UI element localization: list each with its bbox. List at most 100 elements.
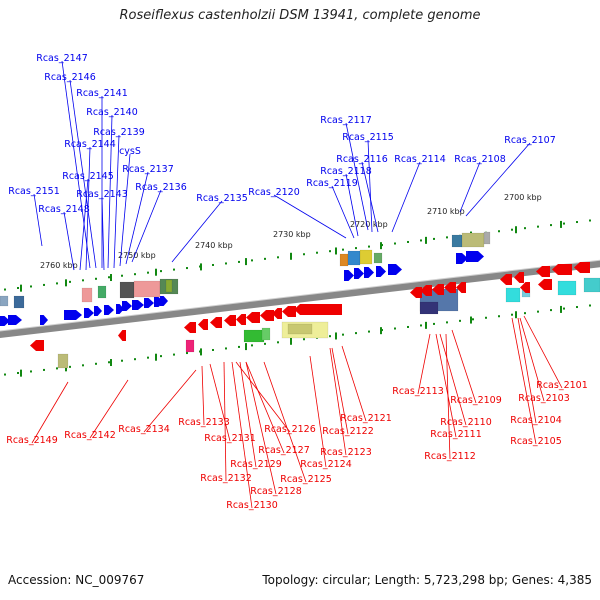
- feature-block: [262, 328, 270, 340]
- feature-block: [348, 251, 360, 265]
- reverse-gene-arrow: [260, 310, 274, 321]
- feature-block: [98, 286, 106, 298]
- forward-gene-label: Rcas_2117: [320, 115, 372, 126]
- reverse-gene-label: Rcas_2124: [300, 459, 352, 470]
- scale-dot-bottom: [264, 343, 266, 345]
- forward-gene-arrow: [354, 268, 364, 279]
- scale-dot-bottom: [407, 326, 409, 328]
- feature-block: [186, 340, 194, 352]
- scale-dot-bottom: [69, 366, 71, 368]
- scale-dot-top: [225, 262, 227, 264]
- reverse-gene-label: Rcas_2130: [226, 500, 278, 511]
- scale-dot-top: [537, 226, 539, 228]
- feature-block: [82, 288, 92, 302]
- scale-dot-top: [82, 279, 84, 281]
- forward-gene-label: Rcas_2135: [196, 193, 248, 204]
- feature-block: [360, 250, 372, 264]
- scale-major-tick: [425, 322, 427, 329]
- forward-gene-arrow: [8, 315, 22, 325]
- scale-dot-top: [433, 238, 435, 240]
- scale-major-tick: [335, 332, 337, 339]
- forward-gene-arrow: [122, 301, 132, 311]
- scale-dot-bottom: [108, 361, 110, 363]
- scale-dot-bottom: [589, 304, 591, 306]
- forward-gene-label: cysS: [119, 146, 141, 157]
- scale-dot-top: [329, 250, 331, 252]
- reverse-gene-label-leader: [236, 362, 290, 432]
- scale-dot-top: [134, 273, 136, 275]
- reverse-gene-label-leader: [440, 334, 466, 425]
- scale-major-tick: [560, 306, 562, 313]
- scale-dot-top: [511, 229, 513, 231]
- reverse-gene-label: Rcas_2103: [518, 393, 570, 404]
- forward-gene-label: Rcas_2144: [64, 139, 116, 150]
- reverse-gene-label: Rcas_2104: [510, 415, 562, 426]
- scale-dot-top: [342, 249, 344, 251]
- reverse-gene-label: Rcas_2128: [250, 486, 302, 497]
- forward-gene-label-leader: [332, 186, 354, 238]
- scale-major-tick: [290, 253, 292, 260]
- scale-dot-top: [303, 253, 305, 255]
- forward-gene-arrow: [466, 251, 484, 262]
- scale-dot-top: [17, 287, 19, 289]
- scale-dot-bottom: [485, 317, 487, 319]
- scale-label: 2760 kbp: [40, 261, 78, 270]
- scale-label: 2730 kbp: [273, 230, 311, 239]
- scale-major-tick: [245, 343, 247, 350]
- scale-dot-bottom: [576, 306, 578, 308]
- scale-dot-bottom: [368, 331, 370, 333]
- scale-major-tick: [335, 247, 337, 254]
- forward-gene-label: Rcas_2136: [135, 182, 187, 193]
- forward-gene-label: Rcas_2119: [306, 178, 358, 189]
- forward-gene-label-leader: [172, 201, 222, 262]
- scale-label: 2750 kbp: [118, 251, 156, 260]
- forward-gene-label: Rcas_2147: [36, 53, 88, 64]
- scale-dot-bottom: [17, 372, 19, 374]
- reverse-gene-label-leader: [210, 364, 230, 441]
- scale-major-tick: [290, 338, 292, 345]
- feature-block: [484, 232, 490, 244]
- scale-dot-bottom: [4, 374, 6, 376]
- reverse-gene-label: Rcas_2131: [204, 433, 256, 444]
- scale-dot-top: [446, 236, 448, 238]
- reverse-gene-label: Rcas_2110: [440, 417, 492, 428]
- forward-gene-label: Rcas_2141: [76, 88, 128, 99]
- reverse-gene-arrow: [198, 319, 208, 330]
- scale-label: 2710 kbp: [427, 207, 465, 216]
- feature-block: [558, 281, 576, 295]
- scale-dot-bottom: [355, 332, 357, 334]
- scale-dot-bottom: [212, 349, 214, 351]
- scale-dot-bottom: [82, 364, 84, 366]
- scale-dot-bottom: [225, 347, 227, 349]
- scale-dot-top: [524, 227, 526, 229]
- scale-major-tick: [200, 263, 202, 270]
- forward-gene-arrow: [94, 306, 102, 316]
- feature-block: [452, 235, 462, 247]
- scale-dot-top: [368, 246, 370, 248]
- feature-block: [288, 324, 312, 334]
- scale-dot-bottom: [459, 320, 461, 322]
- forward-gene-label: Rcas_2137: [122, 164, 174, 175]
- scale-dot-bottom: [394, 328, 396, 330]
- scale-dot-top: [108, 276, 110, 278]
- feature-block: [506, 288, 520, 302]
- scale-dot-bottom: [446, 321, 448, 323]
- feature-block: [120, 282, 134, 298]
- scale-dot-bottom: [433, 323, 435, 325]
- scale-dot-top: [563, 223, 565, 225]
- scale-major-tick: [155, 354, 157, 361]
- scale-dot-bottom: [511, 314, 513, 316]
- reverse-gene-arrow: [210, 317, 222, 328]
- reverse-gene-arrow: [246, 312, 260, 323]
- forward-gene-label: Rcas_2140: [86, 107, 138, 118]
- scale-major-tick: [380, 242, 382, 249]
- forward-gene-arrow: [376, 266, 386, 277]
- gene-labels: Rcas_2147Rcas_2146Rcas_2141Rcas_2140Rcas…: [6, 53, 588, 511]
- scale-dot-top: [277, 256, 279, 258]
- scale-dot-bottom: [173, 354, 175, 356]
- scale-major-tick: [20, 370, 22, 377]
- genome-summary-text: Topology: circular; Length: 5,723,298 bp…: [262, 573, 592, 587]
- scale-dot-bottom: [134, 358, 136, 360]
- forward-gene-arrow: [344, 270, 354, 281]
- scale-dot-bottom: [121, 360, 123, 362]
